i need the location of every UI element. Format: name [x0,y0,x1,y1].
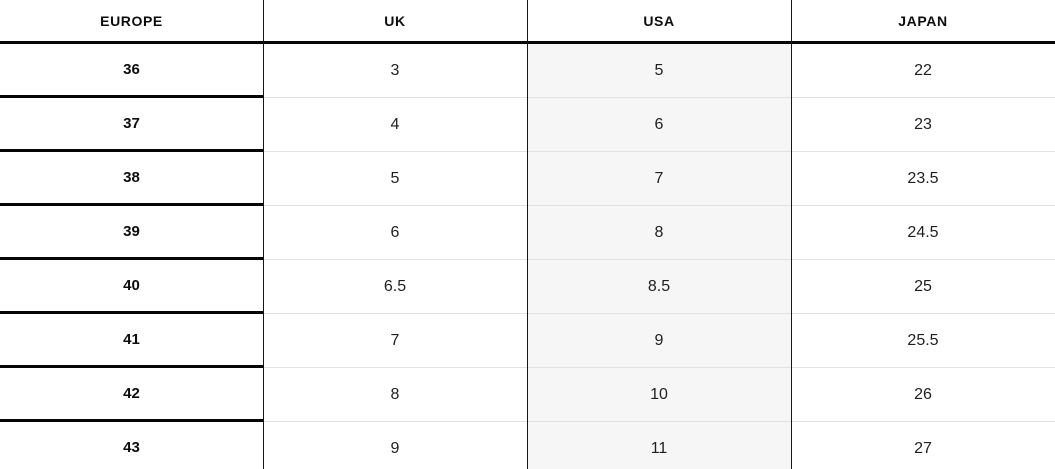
column-divider [263,0,264,469]
table-row: 36 3 5 22 [0,44,1055,98]
table-row: 40 6.5 8.5 25 [0,260,1055,314]
table-header-row: EUROPE UK USA JAPAN [0,0,1055,44]
cell-europe: 36 [0,44,263,98]
cell-uk: 3 [263,44,527,98]
cell-japan: 25 [791,260,1055,314]
cell-europe: 38 [0,152,263,206]
cell-usa: 9 [527,314,791,368]
header-cell-europe: EUROPE [0,0,263,41]
cell-usa: 10 [527,368,791,422]
table-row: 38 5 7 23.5 [0,152,1055,206]
cell-europe: 37 [0,98,263,152]
header-cell-usa: USA [527,0,791,41]
cell-usa: 8 [527,206,791,260]
table-row: 42 8 10 26 [0,368,1055,422]
cell-europe: 43 [0,422,263,469]
cell-uk: 7 [263,314,527,368]
cell-japan: 22 [791,44,1055,98]
cell-japan: 23.5 [791,152,1055,206]
column-divider [527,0,528,469]
header-cell-uk: UK [263,0,527,41]
cell-japan: 25.5 [791,314,1055,368]
cell-europe: 39 [0,206,263,260]
cell-japan: 27 [791,422,1055,469]
column-divider [791,0,792,469]
cell-uk: 9 [263,422,527,469]
cell-europe: 40 [0,260,263,314]
cell-usa: 7 [527,152,791,206]
cell-japan: 23 [791,98,1055,152]
cell-uk: 6.5 [263,260,527,314]
cell-uk: 4 [263,98,527,152]
table-row: 39 6 8 24.5 [0,206,1055,260]
header-cell-japan: JAPAN [791,0,1055,41]
cell-japan: 24.5 [791,206,1055,260]
cell-japan: 26 [791,368,1055,422]
cell-usa: 11 [527,422,791,469]
table-row: 37 4 6 23 [0,98,1055,152]
cell-europe: 42 [0,368,263,422]
cell-usa: 6 [527,98,791,152]
cell-uk: 5 [263,152,527,206]
cell-usa: 5 [527,44,791,98]
table-row: 43 9 11 27 [0,422,1055,469]
cell-europe: 41 [0,314,263,368]
cell-uk: 8 [263,368,527,422]
table-row: 41 7 9 25.5 [0,314,1055,368]
cell-usa: 8.5 [527,260,791,314]
cell-uk: 6 [263,206,527,260]
